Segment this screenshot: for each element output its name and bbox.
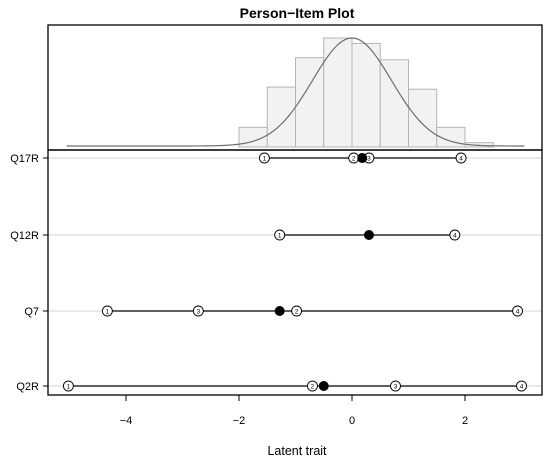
- x-tick-label: 2: [462, 415, 468, 427]
- histogram-bar: [295, 57, 325, 148]
- item-gridlines: [49, 157, 541, 387]
- item-location-point: [357, 153, 368, 163]
- threshold-label: 4: [520, 383, 524, 390]
- histogram-bar: [408, 88, 438, 148]
- threshold-label: 2: [311, 383, 315, 390]
- threshold-label: 1: [67, 383, 71, 390]
- density-curve-line: [66, 37, 525, 147]
- x-axis-label: Latent trait: [267, 444, 327, 458]
- threshold-marker: [101, 305, 113, 317]
- item-location-point: [318, 381, 329, 391]
- threshold-label: 3: [394, 383, 398, 390]
- item-labels: Q17R Q12R Q7 Q2R: [10, 153, 48, 393]
- threshold-marker: [307, 380, 318, 392]
- threshold-label: 3: [367, 155, 371, 162]
- x-axis: −4 −2 0 2: [120, 395, 468, 427]
- threshold-marker: [512, 305, 523, 317]
- histogram-bar: [436, 126, 466, 148]
- threshold-label: 4: [459, 155, 463, 162]
- threshold-marker: [192, 305, 204, 317]
- bottom-panel-frame: [47, 149, 543, 396]
- threshold-label: 1: [278, 232, 282, 239]
- threshold-marker: [449, 229, 461, 241]
- threshold-label: 4: [516, 308, 520, 315]
- item-location-point: [363, 230, 374, 240]
- threshold-marker: [390, 380, 401, 392]
- item-label: Q7: [24, 306, 39, 318]
- x-tick-label: 0: [349, 415, 355, 427]
- histogram-bar: [323, 37, 353, 148]
- histogram-bar: [379, 59, 409, 148]
- item-location-point: [274, 306, 285, 316]
- threshold-marker: [291, 305, 303, 317]
- item-label: Q12R: [10, 230, 39, 242]
- threshold-marker: [274, 229, 286, 241]
- x-tick-label: −2: [233, 415, 246, 427]
- threshold-marker: [62, 380, 74, 392]
- threshold-label: 3: [197, 308, 201, 315]
- histogram-bar: [266, 86, 296, 148]
- item-thresholds: 1 2 3 4 1 4 1 3 2 4 1 2 3 4: [62, 152, 527, 392]
- threshold-label: 1: [263, 155, 267, 162]
- item-label: Q2R: [16, 381, 39, 393]
- person-histogram: [238, 37, 494, 148]
- threshold-label: 1: [106, 308, 110, 315]
- x-tick-label: −4: [120, 415, 133, 427]
- threshold-label: 2: [295, 308, 299, 315]
- histogram-bar: [351, 42, 381, 148]
- threshold-label: 4: [453, 232, 457, 239]
- threshold-marker: [516, 380, 527, 392]
- threshold-marker: [455, 152, 467, 164]
- threshold-marker: [258, 152, 270, 164]
- chart-title: Person−Item Plot: [240, 5, 355, 21]
- threshold-label: 2: [352, 155, 356, 162]
- item-label: Q17R: [10, 153, 39, 165]
- density-curve: [66, 37, 525, 147]
